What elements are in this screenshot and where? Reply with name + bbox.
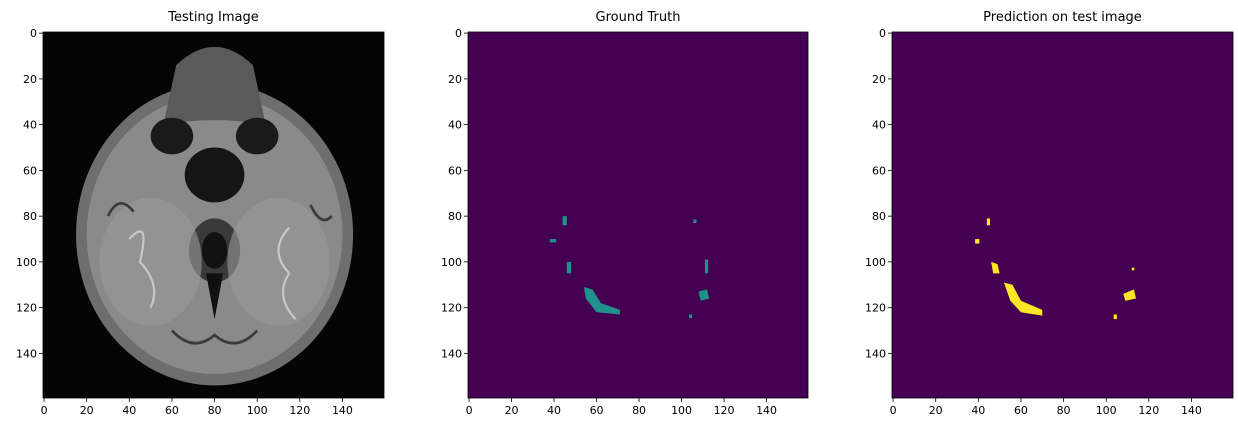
y-tick-label: 40 (23, 119, 37, 132)
axes-frame (891, 31, 1234, 399)
x-tick-label: 100 (247, 404, 268, 417)
x-tick-label: 140 (756, 404, 777, 417)
y-tick-label: 40 (448, 119, 462, 132)
y-tick-label: 20 (23, 73, 37, 86)
x-tick-label: 80 (1057, 404, 1071, 417)
y-tick-label: 80 (23, 210, 37, 223)
x-tick-label: 120 (1138, 404, 1159, 417)
x-tick-label: 100 (1096, 404, 1117, 417)
y-tick-label: 80 (872, 210, 886, 223)
y-tick-label: 120 (16, 302, 37, 315)
x-tick-label: 60 (165, 404, 179, 417)
y-tick-label: 120 (865, 302, 886, 315)
x-tick-label: 80 (632, 404, 646, 417)
axes-frame (42, 31, 385, 399)
y-tick-label: 100 (16, 256, 37, 269)
chart-title: Prediction on test image (983, 10, 1142, 25)
x-tick-label: 120 (289, 404, 310, 417)
x-tick-label: 40 (547, 404, 561, 417)
y-tick-label: 40 (872, 119, 886, 132)
y-tick-label: 0 (455, 27, 462, 40)
chart-title: Testing Image (167, 10, 259, 25)
y-tick-label: 60 (448, 164, 462, 177)
y-tick-label: 140 (16, 347, 37, 360)
x-tick-label: 40 (122, 404, 136, 417)
x-tick-label: 100 (671, 404, 692, 417)
y-tick-label: 20 (448, 73, 462, 86)
y-tick-label: 100 (441, 256, 462, 269)
x-tick-label: 60 (590, 404, 604, 417)
y-tick-label: 60 (23, 164, 37, 177)
y-tick-label: 20 (872, 73, 886, 86)
prediction-image (892, 32, 1233, 398)
y-tick-label: 140 (441, 347, 462, 360)
x-tick-label: 60 (1014, 404, 1028, 417)
y-tick-label: 100 (865, 256, 886, 269)
y-tick-label: 80 (448, 210, 462, 223)
x-tick-label: 80 (208, 404, 222, 417)
mask-image (468, 32, 808, 398)
x-tick-label: 20 (929, 404, 943, 417)
x-tick-label: 140 (1181, 404, 1202, 417)
x-tick-label: 0 (466, 404, 473, 417)
x-tick-label: 0 (890, 404, 897, 417)
x-tick-label: 20 (505, 404, 519, 417)
x-tick-label: 140 (332, 404, 353, 417)
y-tick-label: 60 (872, 164, 886, 177)
y-tick-label: 0 (30, 27, 37, 40)
x-tick-label: 40 (971, 404, 985, 417)
y-tick-label: 0 (879, 27, 886, 40)
x-tick-label: 120 (714, 404, 735, 417)
x-tick-label: 0 (41, 404, 48, 417)
mri-image (43, 32, 384, 398)
chart-title: Ground Truth (596, 10, 681, 25)
x-tick-label: 20 (80, 404, 94, 417)
y-tick-label: 120 (441, 302, 462, 315)
y-tick-label: 140 (865, 347, 886, 360)
axes-frame (467, 31, 809, 399)
